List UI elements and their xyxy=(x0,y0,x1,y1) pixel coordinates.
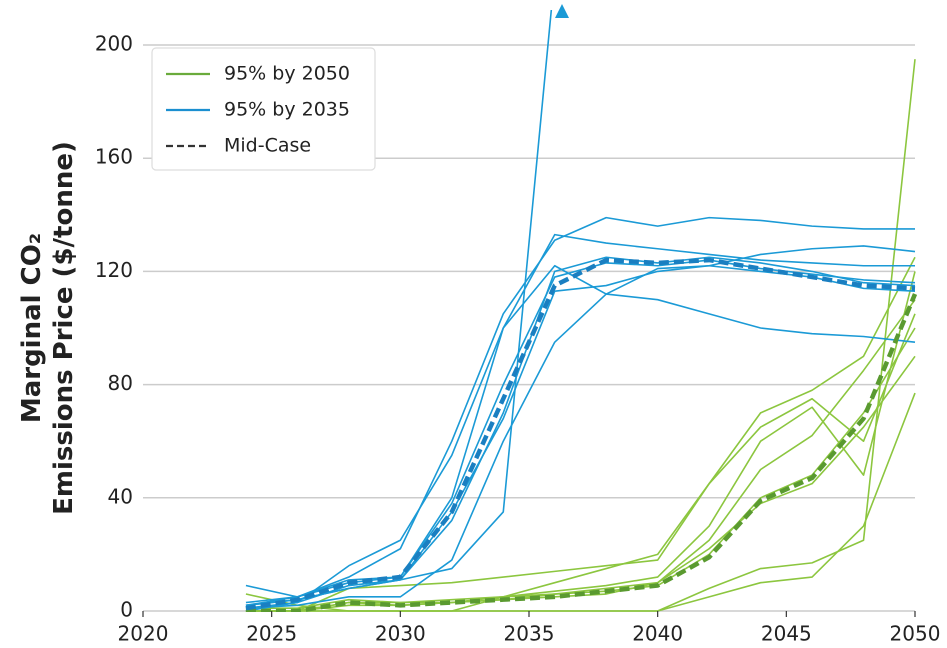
mid-case-line xyxy=(245,257,916,611)
x-tick-label: 2045 xyxy=(761,622,812,646)
x-tick-label: 2025 xyxy=(246,622,297,646)
scenario-line xyxy=(245,256,916,612)
y-axis-label: Marginal CO₂Emissions Price ($/tonne) xyxy=(17,141,79,515)
x-tick-label: 2020 xyxy=(118,622,169,646)
legend-label: Mid-Case xyxy=(224,135,311,157)
scenario-line xyxy=(245,264,916,609)
scenario-line xyxy=(245,271,916,609)
y-tick-label: 40 xyxy=(108,484,133,508)
legend-label: 95% by 2050 xyxy=(224,63,350,85)
mid-case-line xyxy=(245,293,918,612)
x-tick-label: 2030 xyxy=(375,622,426,646)
y-tick-label: 160 xyxy=(95,145,133,169)
scenario-line xyxy=(245,264,916,612)
legend-label: 95% by 2035 xyxy=(224,99,350,121)
scenario-line xyxy=(245,392,916,612)
scenario-line xyxy=(245,256,916,609)
x-tick-label: 2035 xyxy=(504,622,555,646)
scenario-line xyxy=(245,216,915,607)
y-tick-label: 80 xyxy=(108,371,133,395)
scenario-line xyxy=(245,233,915,598)
y-axis-label-line: Marginal CO₂ xyxy=(17,233,47,423)
off-chart-arrow xyxy=(555,4,569,18)
scenario-line xyxy=(245,313,916,612)
y-tick-label: 120 xyxy=(95,258,133,282)
y-tick-label: 0 xyxy=(120,598,133,622)
scenario-line xyxy=(245,355,916,612)
y-axis-label-line: Emissions Price ($/tonne) xyxy=(49,141,79,515)
x-tick-label: 2050 xyxy=(890,622,941,646)
y-tick-label: 200 xyxy=(95,32,133,56)
scenario-line xyxy=(245,299,916,612)
x-tick-label: 2040 xyxy=(632,622,683,646)
scenario-line xyxy=(245,245,916,607)
legend-box xyxy=(151,47,376,171)
